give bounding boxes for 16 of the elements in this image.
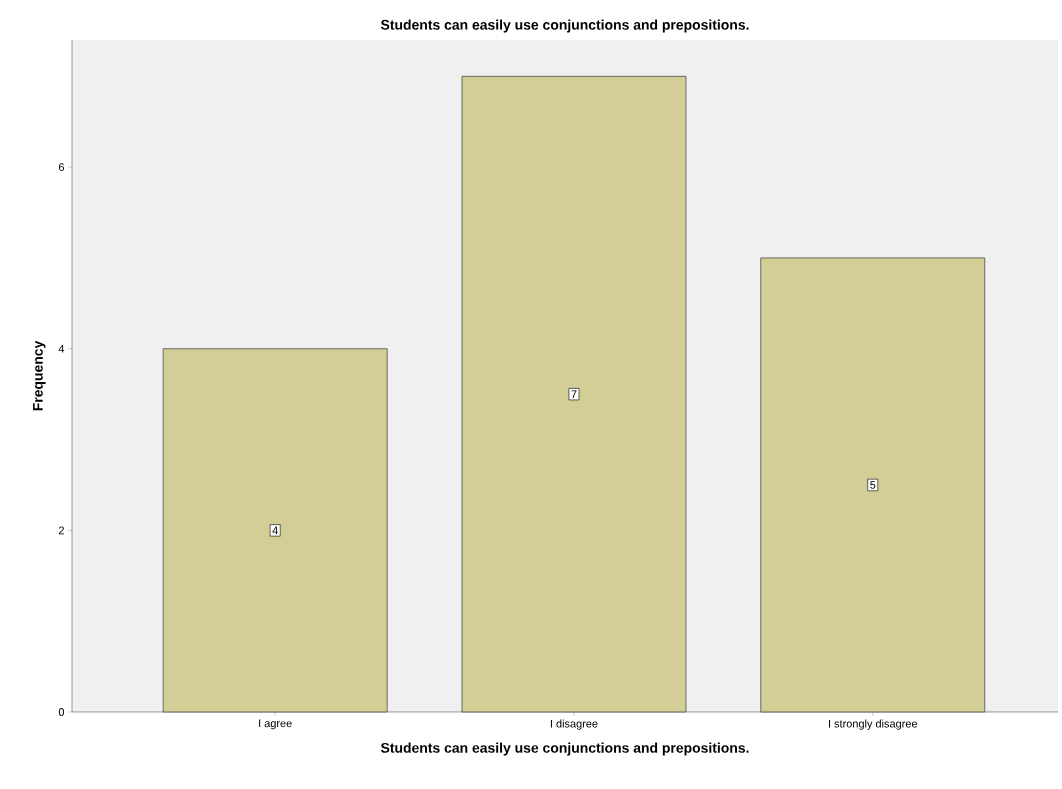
x-tick-label: I disagree — [550, 719, 598, 730]
bar — [760, 257, 986, 713]
y-tick-label: 0 — [58, 708, 65, 716]
data-label: 5 — [870, 481, 876, 489]
y-axis-title: Frequency — [33, 340, 46, 411]
x-tick-label: I strongly disagree — [829, 719, 918, 730]
x-axis-title: Students can easily use conjunctions and prepositions. — [380, 742, 749, 756]
data-label: 7 — [571, 390, 577, 398]
x-tick-label: I agree — [259, 719, 292, 730]
chart-title: Students can easily use conjunctions and prepositions. — [380, 19, 749, 33]
y-tick-label: 4 — [58, 344, 65, 353]
y-tick-label: 6 — [58, 163, 64, 172]
y-tick-label: 2 — [58, 526, 64, 535]
data-label: 4 — [272, 526, 278, 535]
bar — [162, 348, 388, 713]
bar — [461, 75, 687, 713]
